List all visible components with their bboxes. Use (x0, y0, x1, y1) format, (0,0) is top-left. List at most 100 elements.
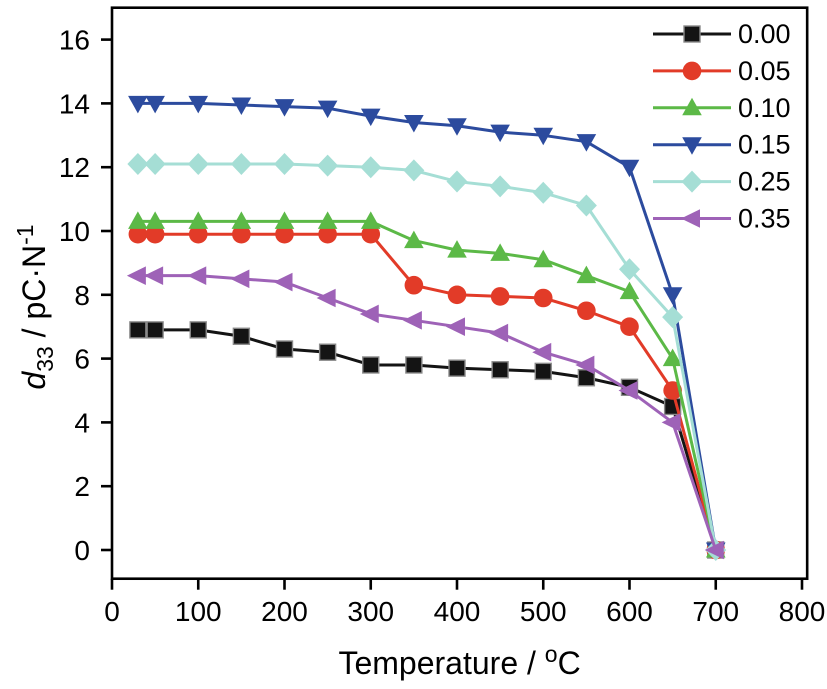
marker-diamond (187, 153, 209, 176)
x-tick-label: 400 (434, 596, 481, 627)
marker-triangle-down (274, 99, 295, 117)
marker-diamond (230, 153, 252, 176)
legend-item-0.00: 0.00 (653, 19, 791, 49)
marker-triangle-left (661, 413, 681, 432)
y-tick-label: 10 (59, 216, 90, 247)
marker-triangle-down (447, 118, 467, 136)
y-tick-label: 8 (74, 280, 90, 311)
marker-triangle-left (681, 209, 700, 228)
marker-triangle-left (316, 288, 336, 308)
marker-triangle-down (576, 134, 597, 152)
marker-triangle-left (187, 266, 207, 285)
marker-circle (682, 61, 702, 81)
marker-triangle-left (359, 304, 379, 324)
marker-diamond (532, 181, 554, 204)
marker-triangle-down (231, 97, 252, 115)
marker-triangle-left (273, 272, 293, 292)
marker-diamond (274, 153, 295, 176)
marker-triangle-up (662, 348, 683, 367)
marker-diamond (489, 175, 511, 198)
marker-triangle-down (490, 124, 510, 143)
marker-square (534, 362, 552, 381)
x-tick-label: 300 (347, 596, 394, 627)
marker-triangle-up (404, 230, 424, 249)
marker-square (683, 25, 701, 43)
series-0.25 (127, 153, 727, 561)
marker-triangle-left (618, 381, 638, 400)
marker-circle (232, 224, 251, 244)
marker-triangle-down (145, 95, 165, 114)
marker-triangle-left (489, 323, 509, 343)
x-tick-label: 500 (520, 596, 567, 627)
marker-triangle-down (188, 95, 209, 114)
y-axis: 0 2 4 6 8 10 12 14 16 (59, 25, 112, 566)
marker-triangle-up (533, 249, 554, 268)
legend-label: 0.05 (738, 56, 791, 86)
marker-circle (275, 224, 294, 244)
marker-square (189, 321, 207, 339)
marker-circle (361, 224, 381, 244)
marker-square (129, 321, 147, 339)
x-tick-label: 100 (175, 596, 222, 627)
marker-triangle-up (145, 211, 165, 229)
marker-triangle-down (317, 100, 338, 119)
marker-square (275, 340, 294, 358)
y-tick-label: 14 (59, 88, 90, 119)
legend-label: 0.15 (738, 130, 791, 160)
y-tick-label: 12 (59, 152, 90, 183)
marker-circle (620, 317, 639, 337)
y-tick-label: 4 (74, 407, 90, 438)
marker-triangle-left (575, 355, 595, 375)
marker-triangle-up (274, 211, 295, 229)
marker-diamond (662, 306, 684, 329)
marker-diamond (575, 194, 597, 217)
marker-circle (490, 287, 510, 306)
x-tick-label: 600 (606, 596, 653, 627)
marker-triangle-down (360, 108, 381, 127)
marker-square (146, 321, 164, 339)
y-tick-label: 0 (74, 535, 90, 566)
series-0.35 (126, 266, 724, 560)
marker-triangle-down (404, 115, 424, 133)
marker-triangle-left (704, 540, 724, 560)
marker-triangle-up (447, 240, 467, 258)
marker-triangle-down (533, 127, 554, 146)
legend-label: 0.25 (738, 167, 791, 197)
marker-diamond (360, 156, 382, 179)
marker-circle (145, 224, 165, 244)
series-0.00 (129, 321, 725, 559)
legend-item-0.05: 0.05 (653, 56, 791, 86)
marker-square (318, 343, 337, 361)
marker-circle (128, 224, 148, 244)
marker-circle (447, 285, 467, 305)
marker-triangle-left (446, 317, 465, 336)
legend-item-0.10: 0.10 (653, 93, 791, 123)
marker-triangle-up (128, 211, 148, 229)
marker-diamond (403, 159, 425, 182)
legend-item-0.15: 0.15 (653, 130, 791, 160)
marker-square (405, 356, 423, 374)
marker-triangle-up (682, 97, 702, 116)
marker-triangle-up (490, 243, 510, 261)
series-line-0.35 (137, 274, 718, 551)
marker-triangle-up (619, 281, 640, 300)
marker-circle (188, 224, 208, 244)
x-tick-label: 200 (261, 596, 308, 627)
legend: 0.00 0.05 0.10 0.15 0.25 0.35 (653, 19, 791, 234)
marker-triangle-down (128, 95, 148, 114)
marker-triangle-left (126, 266, 146, 285)
y-axis-title: d33 / pC·N-1 (12, 224, 58, 389)
marker-diamond (144, 153, 166, 176)
legend-label: 0.35 (738, 204, 791, 234)
marker-diamond (446, 170, 468, 193)
marker-square (232, 327, 251, 345)
marker-diamond (619, 258, 640, 281)
marker-circle (404, 275, 424, 295)
marker-triangle-up (231, 211, 252, 229)
marker-diamond (681, 170, 703, 193)
marker-circle (577, 301, 596, 321)
legend-item-0.25: 0.25 (653, 167, 791, 197)
x-axis-title: Temperature / oC (338, 641, 580, 681)
